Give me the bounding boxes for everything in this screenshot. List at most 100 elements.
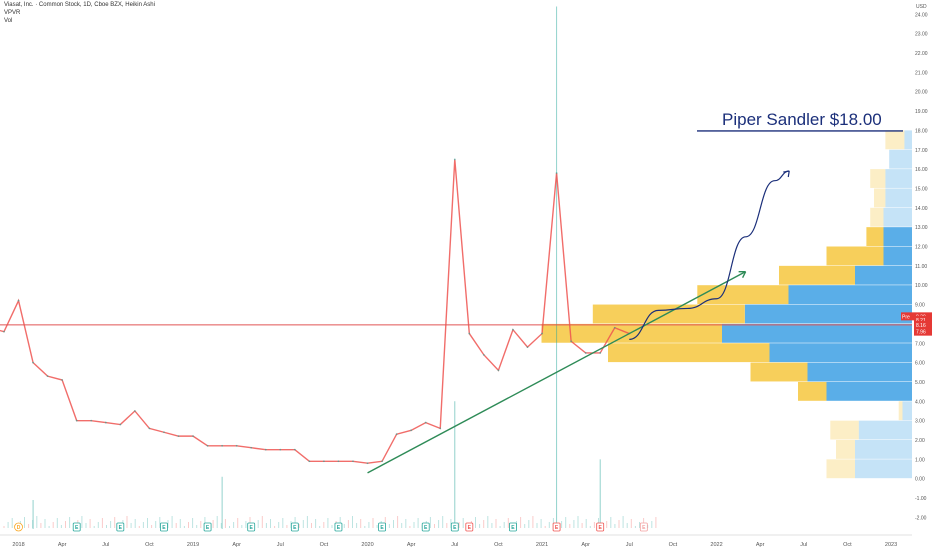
x-tick-label: Oct — [494, 542, 503, 548]
price-label-prefix-bg — [901, 312, 914, 321]
earnings-marker — [247, 522, 256, 532]
event-marker: E — [160, 522, 168, 532]
price-point — [279, 448, 282, 451]
price-point — [75, 419, 78, 422]
event-label: E — [337, 525, 341, 531]
price-point — [352, 460, 354, 463]
price-point — [584, 352, 587, 354]
y-tick-label: -1.00 — [915, 496, 927, 502]
vp-down-bar — [592, 304, 745, 324]
x-tick-label: 2023 — [885, 542, 897, 548]
x-tick-label: 2020 — [361, 542, 373, 548]
analyst-target-annotation: Piper Sandler $18.00 — [722, 110, 882, 129]
vp-down-bar — [836, 440, 855, 459]
y-tick-label: 5.00 — [915, 380, 925, 386]
event-label: E — [511, 525, 515, 531]
price-point — [497, 369, 500, 372]
vp-up-bar — [855, 459, 912, 479]
price-point — [541, 332, 543, 335]
earnings-marker — [465, 522, 474, 532]
price-point — [366, 462, 369, 465]
vp-down-bar — [830, 420, 859, 440]
y-tick-label: 10.00 — [915, 283, 928, 289]
price-point — [133, 410, 136, 412]
price-point — [192, 435, 194, 438]
price-label: 8.16 — [914, 320, 932, 329]
price-point — [264, 448, 267, 451]
price-point — [3, 330, 5, 333]
volume-profile — [541, 130, 912, 479]
price-point — [119, 423, 122, 426]
vp-down-bar — [697, 285, 789, 305]
vp-down-bar — [608, 343, 770, 363]
earnings-marker — [552, 522, 561, 532]
price-point — [163, 431, 165, 434]
vpvr-indicator-label[interactable]: VPVR — [4, 10, 21, 16]
vp-up-bar — [885, 188, 912, 208]
y-tick-label: 18.00 — [915, 128, 928, 134]
price-point — [555, 172, 558, 174]
price-point — [337, 460, 340, 463]
vp-up-bar — [826, 381, 912, 401]
y-tick-label: 2.00 — [915, 438, 925, 444]
y-tick-label: 14.00 — [915, 206, 928, 212]
price-candles — [0, 158, 631, 465]
vp-up-bar — [889, 149, 912, 169]
volume-indicator-label[interactable]: Vol — [4, 18, 13, 24]
x-tick-label: Jul — [626, 542, 633, 548]
price-point — [221, 444, 224, 447]
projection-curve — [629, 170, 790, 340]
event-marker: E — [465, 522, 474, 532]
vp-up-bar — [855, 440, 912, 459]
vp-up-bar — [885, 169, 912, 188]
event-label: E — [119, 525, 123, 531]
earnings-marker — [509, 522, 517, 532]
price-label-text: 8.16 — [916, 323, 926, 329]
x-axis: 2018 Apr Jul Oct 2019 Apr Jul Oct 2020 Apr Jul Oct 2… — [0, 534, 912, 548]
price-point — [599, 352, 602, 354]
price-point — [570, 340, 573, 343]
y-tick-label: 0.00 — [915, 477, 925, 483]
price-point — [104, 421, 107, 424]
event-marker: E — [72, 522, 81, 532]
vp-up-bar — [883, 227, 912, 246]
vp-down-bar — [898, 401, 903, 421]
x-tick-label: Jul — [800, 542, 807, 548]
price-label: 7.96 — [914, 327, 932, 336]
x-tick-label: Apr — [581, 542, 590, 548]
price-point — [323, 460, 325, 463]
event-label: E — [468, 525, 472, 531]
vp-down-bar — [870, 169, 886, 188]
event-label: E — [206, 525, 210, 531]
x-tick-label: Oct — [843, 542, 852, 548]
vp-up-bar — [883, 246, 912, 266]
y-tick-label: 22.00 — [915, 51, 928, 57]
drawing-layer — [0, 130, 912, 474]
price-point — [308, 460, 311, 463]
price-point — [512, 328, 514, 331]
earnings-marker — [160, 522, 168, 532]
projection-arrowhead — [783, 170, 790, 178]
event-marker: E — [334, 522, 343, 532]
price-label-text: 8.21 — [916, 318, 926, 324]
price-point — [613, 326, 616, 329]
event-marker: E — [421, 522, 430, 532]
x-tick-label: Oct — [669, 542, 678, 548]
dividend-marker — [14, 522, 23, 532]
x-tick-label: 2018 — [12, 542, 24, 548]
vp-down-bar — [885, 130, 905, 150]
currency-label: USD — [916, 4, 927, 10]
y-tick-label: -2.00 — [915, 515, 927, 521]
price-point — [32, 361, 34, 364]
y-tick-label: 13.00 — [915, 225, 928, 231]
event-marker: E — [596, 522, 605, 532]
price-point — [526, 346, 529, 349]
event-marker: D — [14, 522, 23, 532]
price-point — [381, 460, 383, 463]
vp-up-bar — [858, 420, 912, 440]
price-point — [395, 433, 398, 436]
x-tick-label: Jul — [102, 542, 109, 548]
